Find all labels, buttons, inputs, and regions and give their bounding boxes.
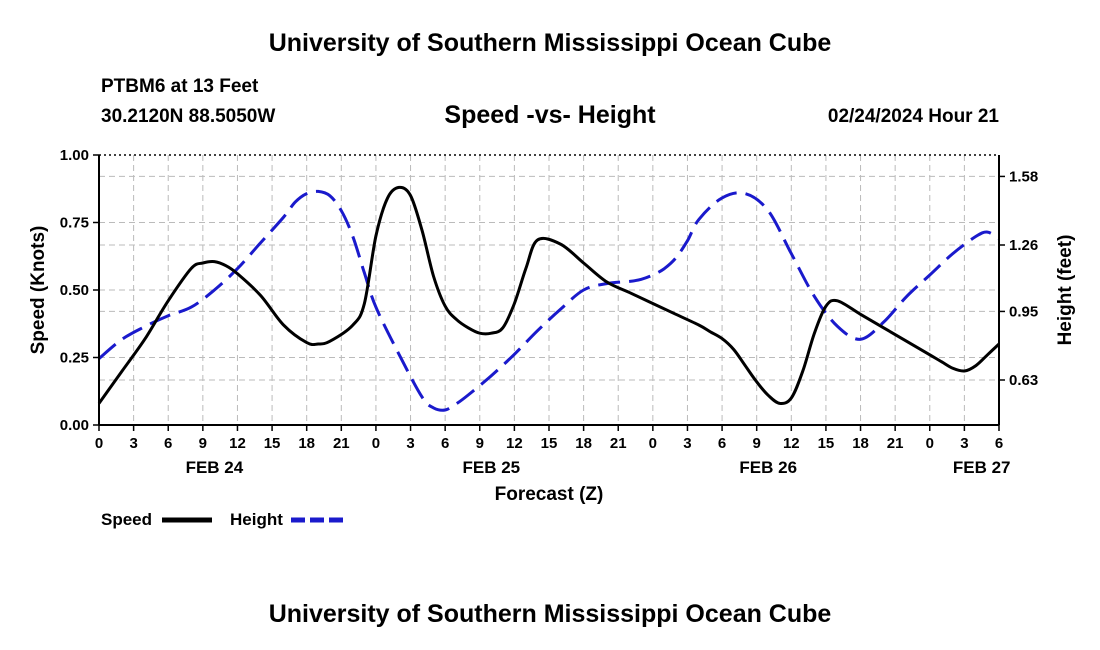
x-tick-label: 15 <box>264 435 281 452</box>
day-label: FEB 24 <box>186 458 244 477</box>
x-tick-label: 6 <box>995 435 1003 452</box>
x-tick-label: 0 <box>372 435 380 452</box>
y2-tick-label: 1.26 <box>1009 237 1038 254</box>
axis-labels: Forecast (Z) Speed (Knots) Height (feet) <box>28 226 1076 505</box>
x-tick-label: 12 <box>506 435 523 452</box>
x-tick-label: 3 <box>406 435 414 452</box>
y2-tick-label: 1.58 <box>1009 168 1038 185</box>
x-tick-label: 18 <box>298 435 315 452</box>
top-title: University of Southern Mississippi Ocean… <box>268 29 832 57</box>
x-tick-label: 0 <box>649 435 657 452</box>
legend: Speed Height <box>101 510 343 529</box>
x-tick-label: 21 <box>887 435 904 452</box>
x-tick-label: 3 <box>960 435 968 452</box>
y-tick-label: 0.25 <box>60 350 89 367</box>
y2-axis-label: Height (feet) <box>1055 235 1076 346</box>
x-tick-label: 21 <box>610 435 627 452</box>
x-axis-label: Forecast (Z) <box>495 484 604 505</box>
bottom-title: University of Southern Mississippi Ocean… <box>268 600 832 628</box>
legend-speed-label: Speed <box>101 510 152 529</box>
x-tick-label: 9 <box>476 435 484 452</box>
y-tick-label: 0.50 <box>60 282 89 299</box>
y-tick-label: 0.00 <box>60 417 89 434</box>
series-layer <box>97 185 1001 412</box>
series-line-speed <box>97 185 1001 406</box>
day-label: FEB 26 <box>739 458 797 477</box>
x-tick-label: 18 <box>852 435 869 452</box>
grid-lines <box>99 155 999 425</box>
x-tick-label: 12 <box>229 435 246 452</box>
x-tick-label: 15 <box>818 435 835 452</box>
station-label: PTBM6 at 13 Feet <box>101 76 259 97</box>
y-tick-label: 0.75 <box>60 215 89 232</box>
forecast-date: 02/24/2024 Hour 21 <box>827 106 999 127</box>
x-tick-label: 6 <box>164 435 172 452</box>
y2-tick-label: 0.63 <box>1009 372 1038 389</box>
y-tick-label: 1.00 <box>60 147 89 164</box>
day-label: FEB 25 <box>462 458 520 477</box>
series-line-height <box>98 189 1000 412</box>
x-tick-label: 0 <box>95 435 103 452</box>
x-tick-label: 3 <box>129 435 137 452</box>
x-tick-label: 3 <box>683 435 691 452</box>
x-tick-label: 15 <box>541 435 558 452</box>
x-tick-label: 18 <box>575 435 592 452</box>
x-tick-label: 9 <box>753 435 761 452</box>
x-tick-label: 12 <box>783 435 800 452</box>
axes: 0 3 6 9 12 15 18 21 0 3 6 9 12 15 18 21 0 3 6 9 12 15 18 21 0 3 6 0… <box>60 147 1038 477</box>
chart-title: Speed -vs- Height <box>444 101 656 129</box>
x-tick-label: 6 <box>441 435 449 452</box>
y2-tick-label: 0.95 <box>1009 303 1038 320</box>
x-tick-label: 6 <box>718 435 726 452</box>
legend-height-label: Height <box>230 510 283 529</box>
y-axis-label: Speed (Knots) <box>28 226 49 355</box>
day-label: FEB 27 <box>953 458 1011 477</box>
x-tick-label: 9 <box>199 435 207 452</box>
coordinates-label: 30.2120N 88.5050W <box>101 106 276 127</box>
x-tick-label: 0 <box>926 435 934 452</box>
x-tick-label: 21 <box>333 435 350 452</box>
